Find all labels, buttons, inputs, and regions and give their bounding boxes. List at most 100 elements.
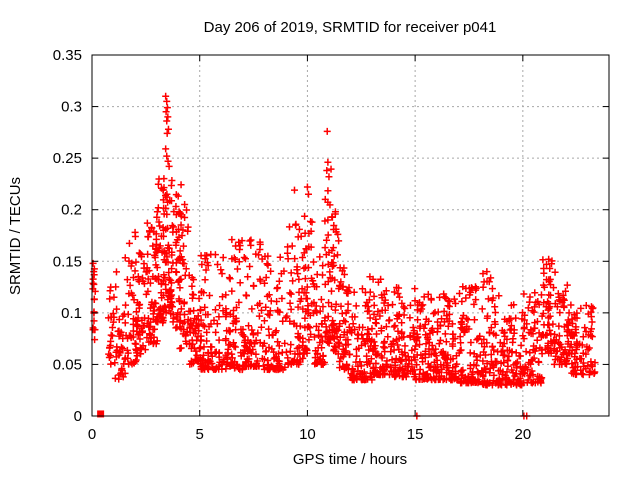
data-point-plus bbox=[301, 345, 309, 353]
data-point-plus bbox=[115, 316, 123, 324]
data-point-plus bbox=[439, 347, 447, 355]
data-point-plus bbox=[504, 362, 512, 370]
data-point-plus bbox=[427, 350, 435, 358]
data-point-plus bbox=[301, 212, 309, 220]
data-point-plus bbox=[535, 301, 543, 309]
data-point-plus bbox=[144, 250, 152, 258]
data-point-plus bbox=[531, 303, 539, 311]
data-point-plus bbox=[520, 290, 528, 298]
data-point-plus bbox=[443, 361, 451, 369]
data-point-plus bbox=[260, 355, 268, 363]
data-point-plus bbox=[233, 317, 241, 325]
data-point-plus bbox=[316, 253, 324, 261]
data-point-plus bbox=[324, 313, 332, 321]
data-point-plus bbox=[176, 247, 184, 255]
data-point-plus bbox=[245, 322, 253, 330]
data-point-plus bbox=[411, 285, 419, 293]
data-point-plus bbox=[419, 301, 427, 309]
data-point-plus bbox=[144, 233, 152, 241]
data-point-plus bbox=[316, 307, 324, 315]
data-point-plus bbox=[391, 322, 399, 330]
data-point-plus bbox=[479, 357, 487, 365]
data-point-plus bbox=[510, 361, 518, 369]
data-point-plus bbox=[370, 344, 378, 352]
data-point-plus bbox=[162, 92, 170, 100]
data-point-plus bbox=[450, 295, 458, 303]
data-point-plus bbox=[370, 338, 378, 346]
data-point-plus bbox=[249, 331, 257, 339]
data-point-plus bbox=[363, 352, 371, 360]
data-point-plus bbox=[185, 271, 193, 279]
data-point-plus bbox=[123, 276, 131, 284]
data-point-plus bbox=[143, 219, 151, 227]
data-point-plus bbox=[563, 281, 571, 289]
data-point-plus bbox=[555, 332, 563, 340]
data-point-plus bbox=[567, 301, 575, 309]
data-point-plus bbox=[410, 327, 418, 335]
data-point-plus bbox=[591, 359, 599, 367]
data-point-plus bbox=[331, 208, 339, 216]
data-point-plus bbox=[181, 201, 189, 209]
data-point-plus bbox=[121, 319, 129, 327]
data-point-plus bbox=[332, 225, 340, 233]
data-point-plus bbox=[344, 300, 352, 308]
data-point-plus bbox=[135, 301, 143, 309]
data-point-plus bbox=[131, 228, 139, 236]
data-point-plus bbox=[166, 288, 174, 296]
data-point-plus bbox=[315, 326, 323, 334]
data-point-plus bbox=[274, 357, 282, 365]
data-point-plus bbox=[487, 324, 495, 332]
data-point-plus bbox=[112, 268, 120, 276]
data-point-plus bbox=[349, 365, 357, 373]
data-point-plus bbox=[416, 341, 424, 349]
data-point-plus bbox=[299, 338, 307, 346]
data-point-plus bbox=[405, 360, 413, 368]
data-point-plus bbox=[341, 318, 349, 326]
data-point-plus bbox=[321, 332, 329, 340]
data-point-plus bbox=[378, 306, 386, 314]
data-point-plus bbox=[521, 363, 529, 371]
data-point-plus bbox=[160, 184, 168, 192]
data-point-plus bbox=[577, 304, 585, 312]
data-point-plus bbox=[544, 321, 552, 329]
data-point-plus bbox=[448, 320, 456, 328]
data-point-plus bbox=[348, 326, 356, 334]
data-point-plus bbox=[275, 277, 283, 285]
data-point-plus bbox=[210, 316, 218, 324]
data-point-plus bbox=[559, 291, 567, 299]
data-point-plus bbox=[177, 221, 185, 229]
data-point-plus bbox=[182, 265, 190, 273]
data-point-plus bbox=[215, 336, 223, 344]
data-point-plus bbox=[406, 314, 414, 322]
data-point-plus bbox=[238, 237, 246, 245]
data-point-plus bbox=[554, 290, 562, 298]
data-point-plus bbox=[187, 344, 195, 352]
data-point-plus bbox=[127, 262, 135, 270]
data-point-plus bbox=[451, 300, 459, 308]
data-point-plus bbox=[144, 287, 152, 295]
data-point-plus bbox=[107, 331, 115, 339]
data-point-plus bbox=[334, 230, 342, 238]
data-point-plus bbox=[200, 351, 208, 359]
data-point-plus bbox=[495, 292, 503, 300]
data-point-plus bbox=[197, 332, 205, 340]
data-point-plus bbox=[441, 330, 449, 338]
data-point-plus bbox=[304, 190, 312, 198]
data-point-plus bbox=[588, 318, 596, 326]
data-point-plus bbox=[398, 299, 406, 307]
data-point-plus bbox=[324, 231, 332, 239]
data-point-plus bbox=[157, 289, 165, 297]
data-point-plus bbox=[121, 355, 129, 363]
data-point-plus bbox=[107, 360, 115, 368]
data-point-plus bbox=[352, 345, 360, 353]
data-point-plus bbox=[364, 326, 372, 334]
data-point-plus bbox=[340, 328, 348, 336]
data-point-plus bbox=[587, 325, 595, 333]
data-point-plus bbox=[440, 290, 448, 298]
data-point-plus bbox=[159, 277, 167, 285]
data-point-plus bbox=[335, 237, 343, 245]
data-point-plus bbox=[181, 318, 189, 326]
data-point-plus bbox=[398, 328, 406, 336]
data-point-plus bbox=[507, 379, 515, 387]
data-point-plus bbox=[320, 358, 328, 366]
